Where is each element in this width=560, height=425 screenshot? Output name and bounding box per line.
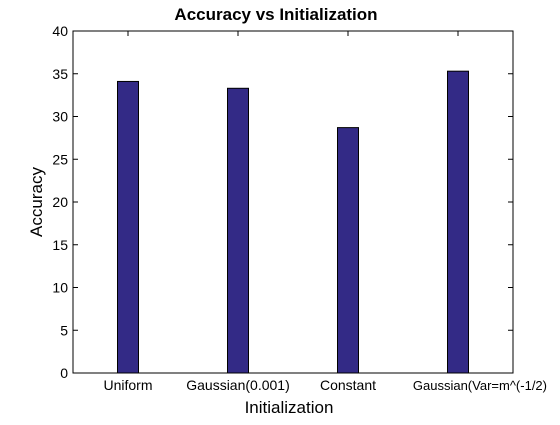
y-tick-label: 40 [52, 23, 68, 39]
bar [227, 87, 249, 374]
y-tick-label: 10 [52, 280, 68, 296]
bars [117, 70, 469, 374]
y-axis-label: Accuracy [27, 167, 46, 237]
x-axis-label: Initialization [245, 398, 334, 417]
y-tick-label: 25 [52, 151, 68, 167]
y-tick-label: 15 [52, 237, 68, 253]
bar [447, 70, 469, 374]
x-tick-label: Constant [320, 377, 376, 393]
y-tick-label: 5 [60, 322, 68, 338]
x-tick-label: Uniform [103, 377, 152, 393]
x-tick-label: Gaussian(0.001) [186, 377, 290, 393]
y-tick-label: 35 [52, 66, 68, 82]
y-tick-label: 20 [52, 194, 68, 210]
y-tick-label: 0 [60, 365, 68, 381]
x-tick-label: Gaussian(Var=m^(-1/2) [413, 378, 547, 393]
y-tick-label: 30 [52, 109, 68, 125]
bar [117, 80, 139, 374]
bar [337, 127, 359, 374]
y-axis-ticks: 0 5 10 15 20 25 30 35 40 [52, 23, 513, 381]
x-axis-ticks: Uniform Gaussian(0.001) Constant Gaussian(V… [103, 31, 547, 393]
chart-title: Accuracy vs Initialization [174, 5, 377, 24]
